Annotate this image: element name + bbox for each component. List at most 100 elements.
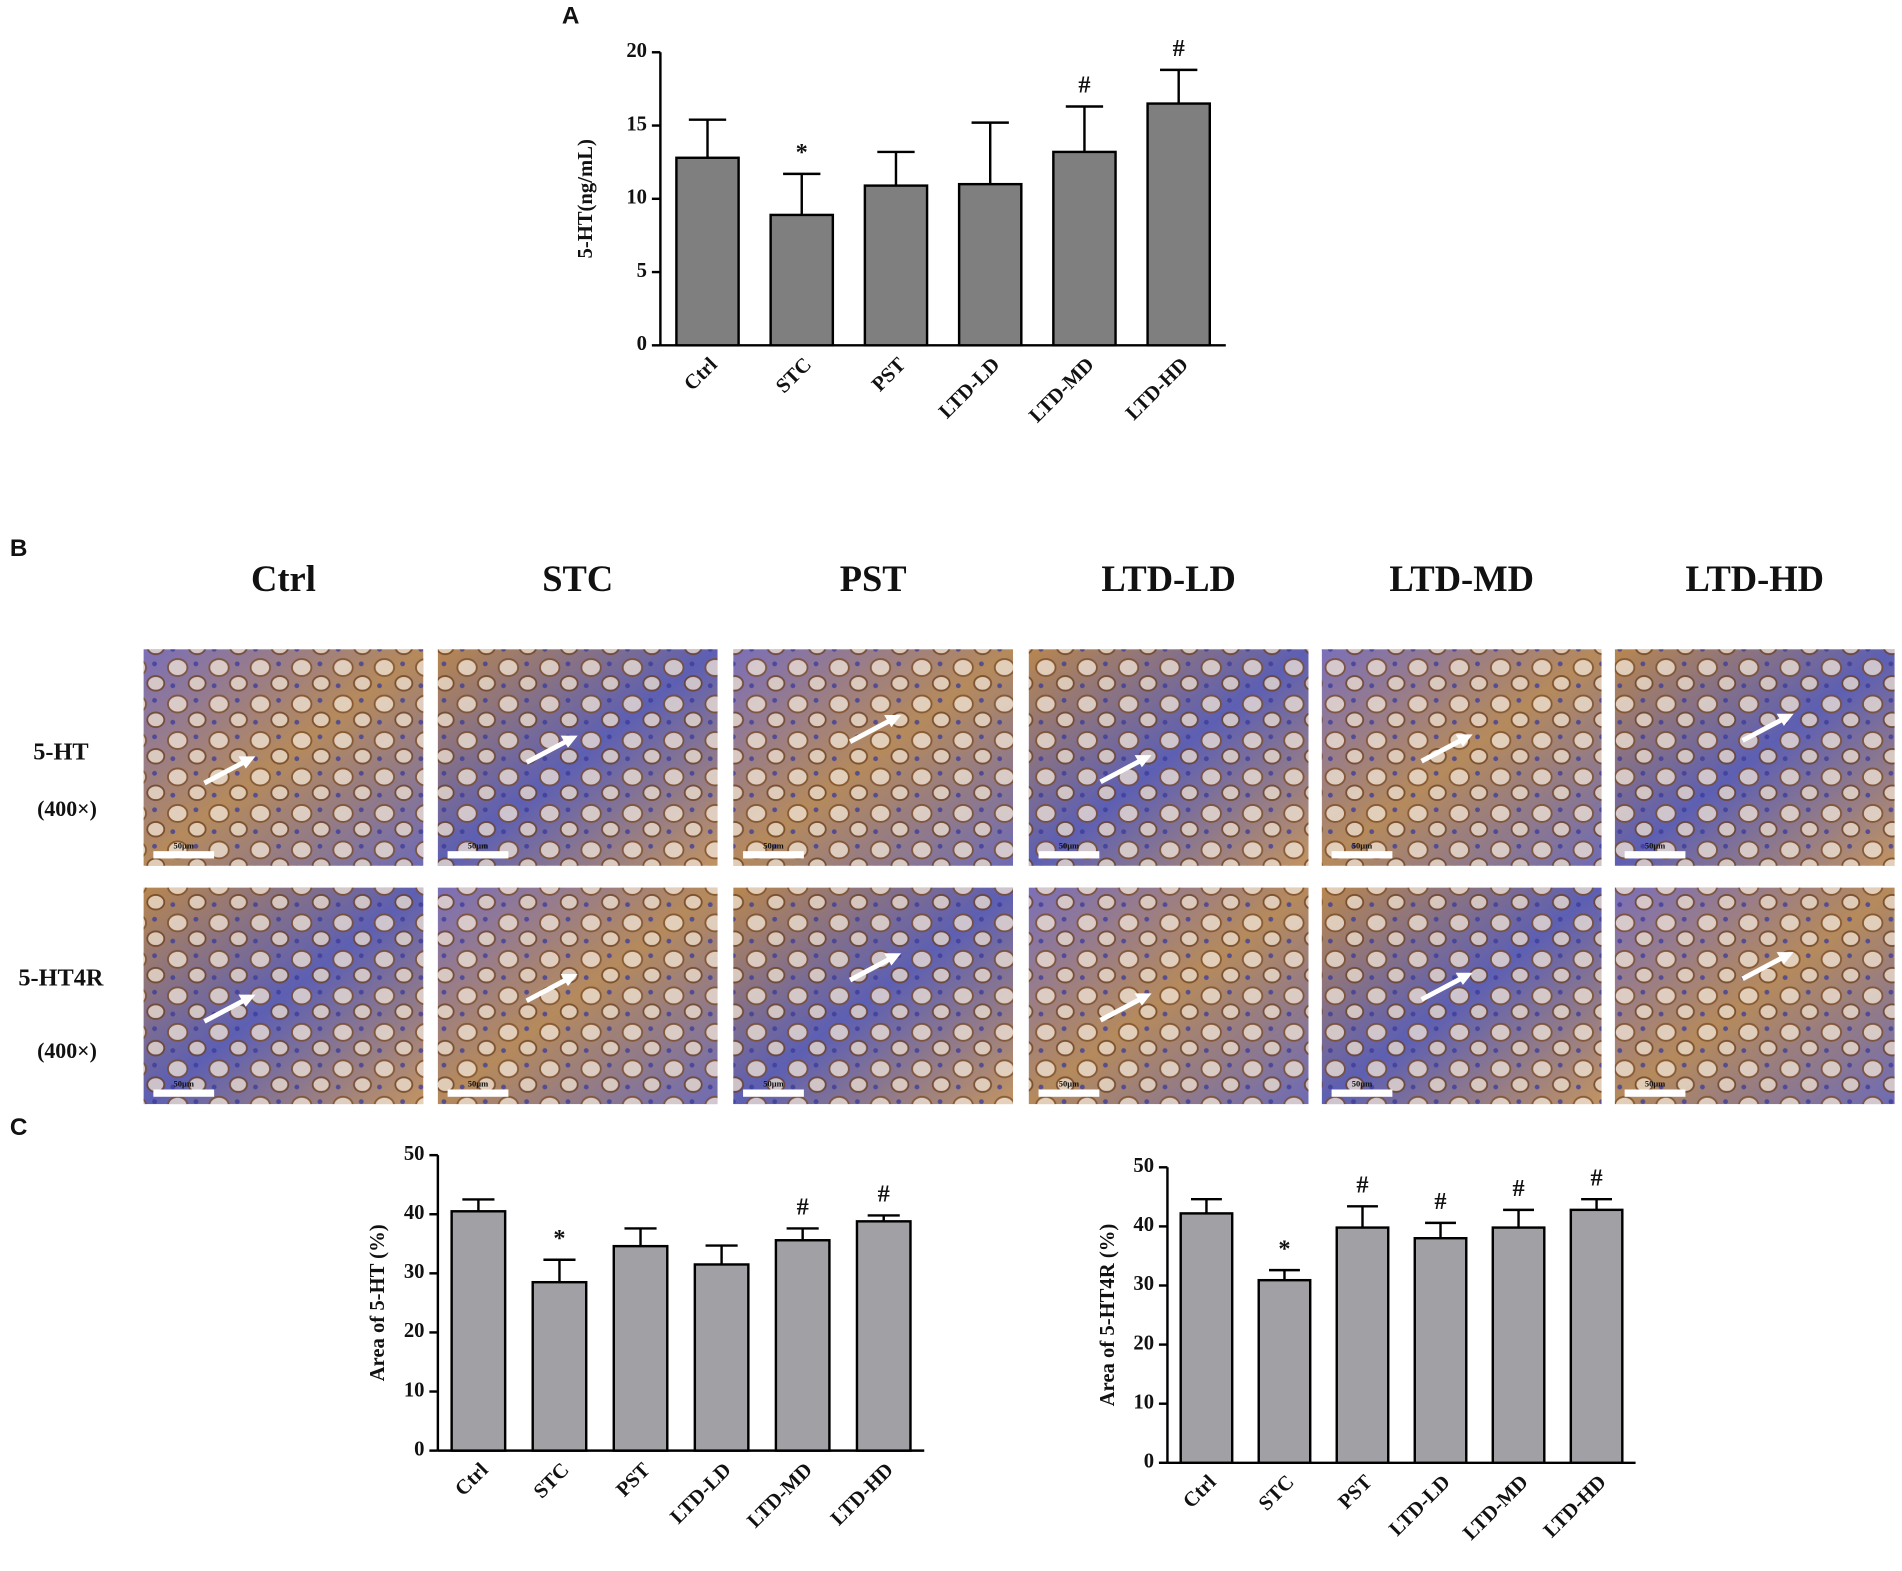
column-header: PST: [840, 559, 907, 599]
scale-bar-label: 50μm: [174, 840, 194, 850]
x-tick-label: Ctrl: [680, 354, 722, 396]
bar: [1491, 1226, 1546, 1464]
scale-bar-label: 50μm: [1059, 840, 1079, 850]
arrow: [1420, 975, 1465, 1002]
x-tick-label: LTD-LD: [1385, 1471, 1454, 1540]
bar: [863, 184, 929, 347]
x-tick-label: LTD-LD: [666, 1459, 735, 1528]
scale-bar-label: 50μm: [1352, 840, 1372, 850]
arrow-head: [1134, 755, 1152, 768]
significance-mark: *: [553, 1225, 565, 1252]
x-tick-label: PST: [868, 354, 911, 397]
bar: [1569, 1208, 1624, 1464]
chart: A 0 5 10 15 20 5-HT(ng/mL) Ctrl * STC PST LTD-LD # LT…: [562, 2, 1226, 427]
x-tick-label: Ctrl: [1179, 1471, 1221, 1513]
micrograph-cells: [733, 887, 1014, 1105]
scale-bar-label: 50μm: [174, 1079, 194, 1089]
scale-bar: [1624, 851, 1686, 859]
y-axis-label: Area of 5-HT (%): [367, 1224, 389, 1381]
bar: [1257, 1278, 1312, 1464]
bar: [531, 1280, 588, 1452]
arrow-head: [1455, 972, 1473, 985]
y-tick-label: 30: [404, 1261, 425, 1283]
row-label: 5-HT: [33, 738, 88, 765]
bar: [1413, 1237, 1468, 1464]
row-magnification: (400×): [37, 1039, 97, 1063]
scale-bar-label: 50μm: [763, 1079, 783, 1089]
scale-bar: [743, 1089, 804, 1097]
x-tick-label: PST: [1334, 1471, 1377, 1514]
y-tick-label: 10: [626, 187, 647, 209]
bar: [855, 1220, 912, 1452]
scale-bar-label: 50μm: [1645, 1079, 1665, 1089]
significance-mark: *: [796, 139, 808, 166]
bar: [769, 213, 835, 347]
bar: [957, 182, 1023, 347]
arrow-head: [1455, 734, 1473, 747]
y-tick-label: 30: [1133, 1273, 1154, 1295]
scale-bar: [447, 1089, 509, 1097]
x-tick-label: STC: [772, 354, 816, 398]
y-tick-label: 50: [1133, 1155, 1154, 1177]
x-tick-label: LTD-LD: [935, 354, 1004, 423]
significance-mark: #: [1434, 1188, 1446, 1215]
micrograph-cells: [143, 887, 424, 1105]
bar: [1179, 1212, 1234, 1464]
arrow-head: [560, 735, 578, 748]
column-header: LTD-HD: [1685, 559, 1824, 599]
arrow: [1099, 757, 1144, 785]
significance-mark: #: [1356, 1171, 1368, 1198]
micrograph-cells: [437, 649, 718, 866]
bar: [450, 1210, 507, 1452]
bar: [612, 1244, 669, 1452]
significance-mark: *: [1278, 1235, 1290, 1262]
arrow-head: [1134, 993, 1152, 1006]
micrograph-cells: [437, 887, 718, 1105]
panel-label: B: [10, 535, 28, 562]
micrograph-cells: [1614, 887, 1895, 1105]
panel-b: B Ctrl 50μm 50μm STC 50μm 50μm PST 50μm 50μm LTD-…: [10, 535, 1895, 1105]
micrograph-cells: [143, 649, 424, 866]
scale-bar: [1624, 1089, 1686, 1097]
y-tick-label: 20: [1133, 1332, 1154, 1354]
y-axis-label: 5-HT(ng/mL): [575, 139, 597, 258]
arrow-head: [560, 973, 578, 987]
y-axis-label: Area of 5-HT4R (%): [1097, 1224, 1119, 1407]
arrow: [1741, 954, 1786, 981]
significance-mark: #: [878, 1181, 890, 1208]
scale-bar: [1038, 851, 1100, 859]
arrow-head: [884, 953, 902, 966]
arrow: [203, 759, 247, 786]
y-tick-label: 0: [414, 1438, 424, 1460]
significance-mark: #: [1512, 1175, 1524, 1202]
significance-mark: #: [1173, 35, 1185, 62]
y-tick-label: 40: [1133, 1214, 1154, 1236]
scale-bar-label: 50μm: [1352, 1079, 1372, 1089]
arrow: [525, 976, 570, 1003]
micrograph-cells: [733, 649, 1014, 866]
scale-bar: [1331, 851, 1393, 859]
column-header: STC: [542, 559, 613, 599]
x-tick-label: STC: [530, 1459, 574, 1503]
y-tick-label: 40: [404, 1202, 425, 1224]
arrow: [1741, 716, 1786, 743]
micrograph-cells: [1614, 649, 1895, 866]
arrow: [525, 738, 570, 765]
arrow-head: [884, 714, 902, 728]
y-tick-label: 50: [404, 1143, 425, 1165]
bar: [693, 1263, 750, 1452]
significance-mark: #: [1078, 72, 1090, 99]
arrow-head: [238, 994, 256, 1007]
x-tick-label: STC: [1255, 1471, 1299, 1515]
scale-bar: [153, 1089, 215, 1097]
x-tick-label: PST: [612, 1459, 655, 1502]
x-tick-label: LTD-MD: [1459, 1471, 1532, 1544]
arrow: [203, 997, 247, 1024]
significance-mark: #: [797, 1194, 809, 1221]
y-tick-label: 10: [1133, 1391, 1154, 1413]
y-tick-label: 15: [626, 113, 647, 135]
scale-bar-label: 50μm: [468, 840, 488, 850]
y-tick-label: 0: [1144, 1451, 1154, 1473]
